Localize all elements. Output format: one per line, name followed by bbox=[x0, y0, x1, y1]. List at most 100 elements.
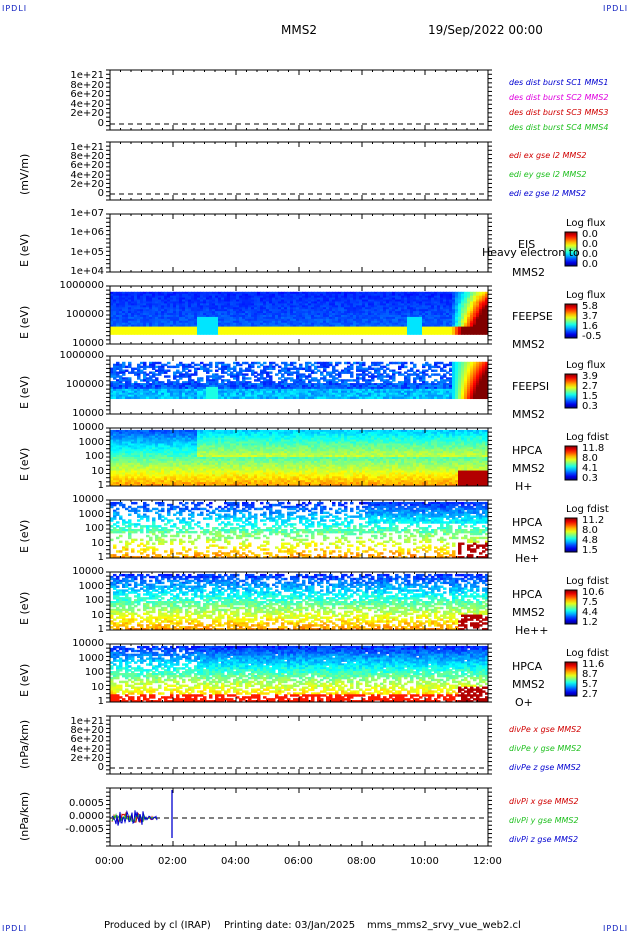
spectrogram-cell bbox=[206, 385, 210, 388]
spectrogram-cell bbox=[362, 396, 366, 400]
spectrogram-cell bbox=[203, 295, 207, 299]
spectrogram-cell bbox=[176, 307, 180, 310]
spectrogram-cell bbox=[473, 385, 477, 388]
spectrogram-cell bbox=[233, 377, 237, 380]
spectrogram-cell bbox=[248, 377, 252, 380]
spectrogram-cell bbox=[392, 316, 396, 320]
spectrogram-cell bbox=[248, 318, 252, 322]
spectrogram-cell bbox=[368, 392, 372, 396]
spectrogram-cell bbox=[164, 371, 168, 374]
spectrogram-cell bbox=[476, 318, 480, 322]
spectrogram-cell bbox=[467, 383, 471, 386]
spectrogram-cell bbox=[302, 301, 306, 304]
spectrogram-cell bbox=[164, 322, 168, 326]
spectrogram-cell bbox=[173, 297, 177, 301]
spectrogram-cell bbox=[308, 291, 312, 295]
spectrogram-cell bbox=[428, 305, 432, 308]
spectrogram-cell bbox=[290, 295, 294, 299]
spectrogram-cell bbox=[452, 293, 456, 297]
spectrogram-cell bbox=[368, 311, 372, 314]
spectrogram-cell bbox=[233, 307, 237, 310]
spectrogram-cell bbox=[113, 375, 117, 378]
spectrogram-cell bbox=[389, 313, 393, 316]
spectrogram-cell bbox=[257, 293, 261, 297]
spectrogram-cell bbox=[116, 328, 120, 331]
spectrogram-cell bbox=[356, 291, 360, 295]
spectrogram-cell bbox=[200, 293, 204, 297]
spectrogram-cell bbox=[326, 361, 330, 365]
spectrogram-cell bbox=[461, 390, 465, 394]
spectrogram-cell bbox=[395, 324, 399, 328]
spectrogram-cell bbox=[137, 369, 141, 372]
spectrogram-cell bbox=[257, 297, 261, 301]
spectrogram-cell bbox=[353, 326, 357, 330]
spectrogram-cell bbox=[188, 316, 192, 320]
spectrogram-cell bbox=[350, 383, 354, 386]
spectrogram-cell bbox=[134, 313, 138, 316]
spectrogram-cell bbox=[341, 379, 345, 382]
spectrogram-cell bbox=[362, 386, 366, 390]
spectrogram-cell bbox=[410, 313, 414, 316]
spectrogram-cell bbox=[209, 315, 213, 318]
spectrogram-cell bbox=[239, 330, 243, 333]
spectrogram-cell bbox=[188, 386, 192, 390]
spectrogram-cell bbox=[116, 307, 120, 310]
spectrogram-cell bbox=[335, 385, 339, 388]
spectrogram-cell bbox=[191, 328, 195, 331]
spectrogram-cell bbox=[455, 299, 459, 302]
spectrogram-cell bbox=[245, 381, 249, 384]
spectrogram-cell bbox=[227, 363, 231, 367]
spectrogram-cell bbox=[212, 313, 216, 316]
spectrogram-cell bbox=[134, 381, 138, 384]
spectrogram-cell bbox=[134, 299, 138, 302]
spectrogram-cell bbox=[182, 293, 186, 297]
spectrogram-cell bbox=[179, 326, 183, 330]
spectrogram-cell bbox=[329, 311, 333, 314]
spectrogram-cell bbox=[269, 305, 273, 308]
spectrogram-cell bbox=[344, 301, 348, 304]
spectrogram-cell bbox=[416, 392, 420, 396]
spectrogram-cell bbox=[302, 313, 306, 316]
spectrogram-cell bbox=[137, 371, 141, 374]
spectrogram-cell bbox=[320, 315, 324, 318]
spectrogram-cell bbox=[245, 303, 249, 306]
spectrogram-cell bbox=[290, 315, 294, 318]
spectrogram-cell bbox=[374, 301, 378, 304]
spectrogram-cell bbox=[362, 297, 366, 301]
spectrogram-cell bbox=[299, 375, 303, 378]
spectrogram-cell bbox=[338, 326, 342, 330]
spectrogram-cell bbox=[365, 326, 369, 330]
spectrogram-cell bbox=[380, 328, 384, 331]
spectrogram-cell bbox=[116, 332, 120, 335]
spectrogram-cell bbox=[467, 361, 471, 365]
spectrogram-cell bbox=[458, 330, 462, 333]
spectrogram-cell bbox=[122, 318, 126, 322]
spectrogram-cell bbox=[311, 293, 315, 297]
spectrogram-cell bbox=[332, 385, 336, 388]
spectrogram-cell bbox=[110, 392, 114, 396]
spectrogram-cell bbox=[122, 324, 126, 328]
spectrogram-cell bbox=[407, 369, 411, 372]
spectrogram-cell bbox=[287, 313, 291, 316]
spectrogram-cell bbox=[266, 394, 270, 398]
spectrogram-cell bbox=[254, 332, 258, 335]
spectrogram-cell bbox=[431, 328, 435, 331]
spectrogram-cell bbox=[200, 383, 204, 386]
spectrogram-cell bbox=[149, 309, 153, 312]
spectrogram-cell bbox=[329, 371, 333, 374]
spectrogram-cell bbox=[176, 330, 180, 333]
spectrogram-cell bbox=[374, 388, 378, 392]
spectrogram-cell bbox=[305, 311, 309, 314]
spectrogram-cell bbox=[158, 320, 162, 324]
spectrogram-cell bbox=[200, 322, 204, 326]
spectrogram-cell bbox=[452, 316, 456, 320]
spectrogram-cell bbox=[170, 299, 174, 302]
spectrogram-cell bbox=[434, 307, 438, 310]
spectrogram-cell bbox=[479, 297, 483, 301]
spectrogram-cell bbox=[182, 318, 186, 322]
spectrogram-cell bbox=[374, 326, 378, 330]
spectrogram-cell bbox=[470, 332, 474, 335]
spectrogram-cell bbox=[326, 371, 330, 374]
spectrogram-cell bbox=[236, 311, 240, 314]
spectrogram-cell bbox=[356, 320, 360, 324]
